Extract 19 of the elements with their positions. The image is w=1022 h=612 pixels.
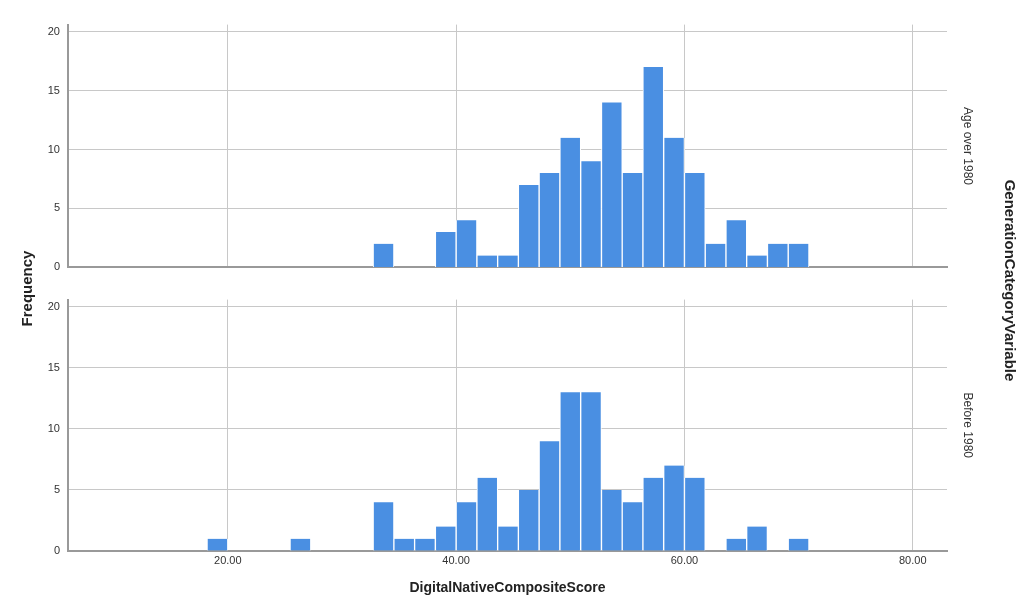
y2-axis-title: Age over 1980 (960, 106, 975, 186)
y-tick-label: 15 (47, 360, 60, 373)
y2-axis-title: Before 1980 (960, 392, 975, 459)
y-tick-label: 20 (47, 24, 60, 37)
x-tick-label: 80.00 (898, 553, 927, 566)
y-tick-label: 10 (47, 421, 60, 434)
text: GenerationCategoryVariable (1001, 178, 1019, 384)
y-axis-title: Frequency (17, 249, 35, 329)
x-axis-title: DigitalNativeCompositeScore (409, 579, 606, 596)
y-tick-label: 5 (53, 201, 60, 214)
x-tick-label: 40.00 (442, 553, 470, 566)
y-tick-label: 0 (53, 544, 60, 557)
y-tick-label: 15 (47, 83, 60, 96)
y-tick-label: 10 (47, 142, 60, 155)
x-tick-label: 60.00 (670, 553, 699, 566)
y-tick-label: 5 (53, 483, 60, 496)
x-tick-label: 20.00 (214, 553, 242, 566)
y-tick-label: 0 (53, 260, 60, 273)
y-tick-label: 20 (47, 299, 60, 312)
